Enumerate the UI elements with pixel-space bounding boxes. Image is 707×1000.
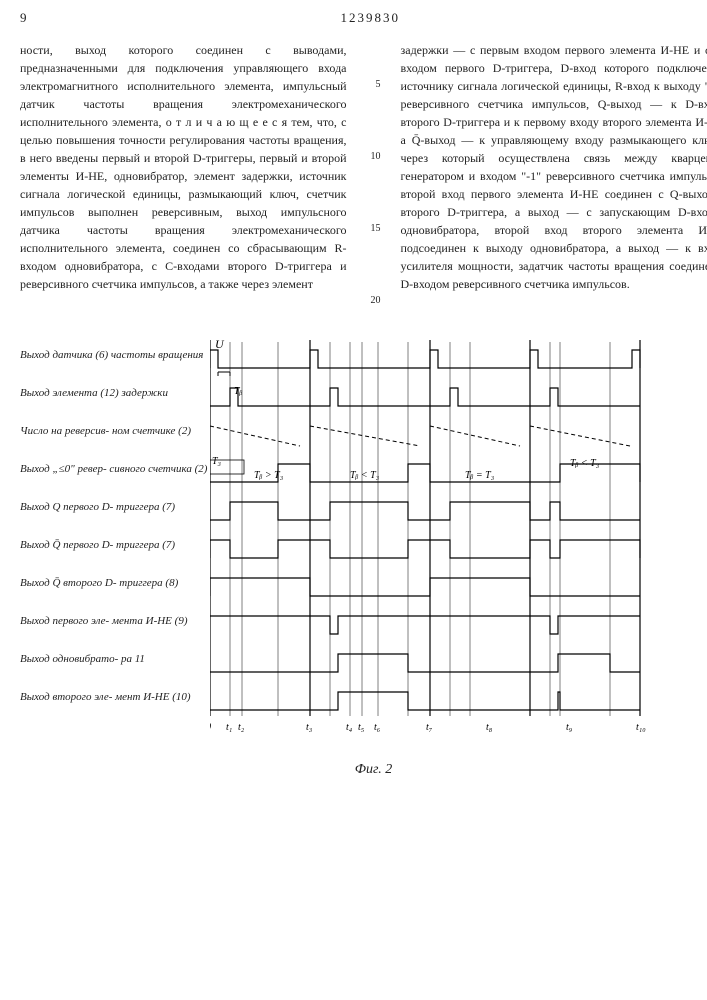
svg-text:t₉: t₉ [566,722,573,733]
signal-label: Выход одновибрато- ра 11 [20,640,210,678]
svg-text:T₃: T₃ [212,456,222,467]
timing-diagram-figure: Выход датчика (6) частоты вращенияВыход … [20,336,707,754]
signal-label: Выход „≤0" ревер- сивного счетчика (2) [20,450,210,488]
line-numbers: 5 10 15 20 [367,41,381,311]
svg-text:t₄: t₄ [346,722,353,733]
signal-label: Число на реверсив- ном счетчике (2) [20,412,210,450]
svg-text:t₃: t₃ [306,722,313,733]
timing-diagram-svg: U Tᵦ T₃ Tᵦ > T₃ Tᵦ < T₃ Tᵦ = T₃ Tᵦ < T₃ 0 t₁ t₂ t₃… [210,336,650,754]
signal-label: Выход Q̄ первого D- триггера (7) [20,526,210,564]
svg-text:t₅: t₅ [358,722,365,733]
page-number-left: 9 [20,10,27,26]
signal-label: Выход элемента (12) задержки [20,374,210,412]
text-column-left: ности, выход которого соединен с выводам… [20,41,347,311]
svg-text:t₇: t₇ [426,722,433,733]
svg-text:Tᵦ: Tᵦ [234,386,243,397]
text-column-right: задержки — с первым входом первого элеме… [401,41,707,311]
svg-text:t₁: t₁ [226,722,232,733]
patent-number: 1239830 [341,10,401,26]
svg-text:t₆: t₆ [374,722,381,733]
signal-label: Выход Q̄ второго D- триггера (8) [20,564,210,602]
signal-label: Выход первого эле- мента И-НЕ (9) [20,602,210,640]
svg-text:0: 0 [210,722,211,733]
signal-label: Выход Q первого D- триггера (7) [20,488,210,526]
signal-labels: Выход датчика (6) частоты вращенияВыход … [20,336,210,754]
svg-text:t₈: t₈ [486,722,493,733]
svg-text:Tᵦ < T₃: Tᵦ < T₃ [350,470,380,481]
svg-text:U: U [215,337,225,351]
svg-text:t₂: t₂ [238,722,245,733]
figure-caption: Фиг. 2 [20,762,707,778]
svg-text:Tᵦ = T₃: Tᵦ = T₃ [465,470,495,481]
svg-text:t₁₀: t₁₀ [636,722,646,733]
svg-text:Tᵦ > T₃: Tᵦ > T₃ [254,470,284,481]
signal-label: Выход датчика (6) частоты вращения [20,336,210,374]
signal-label: Выход второго эле- мент И-НЕ (10) [20,678,210,716]
svg-text:Tᵦ < T₃: Tᵦ < T₃ [570,458,600,469]
